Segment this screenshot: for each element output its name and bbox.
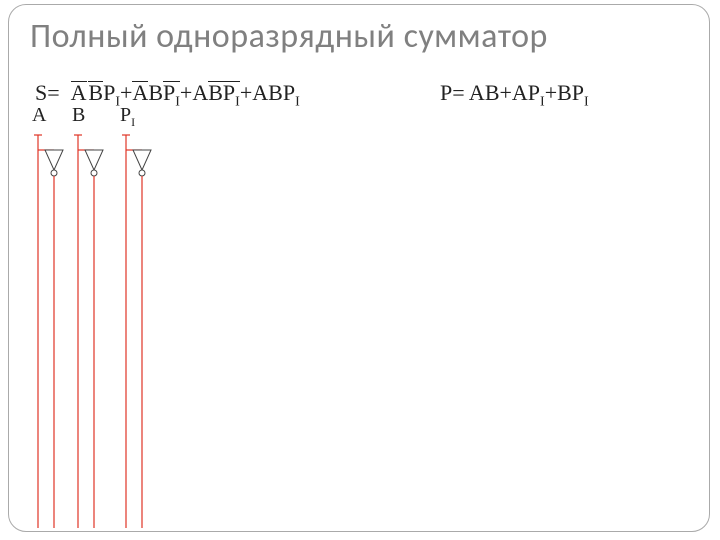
circuit-diagram [0,0,720,540]
